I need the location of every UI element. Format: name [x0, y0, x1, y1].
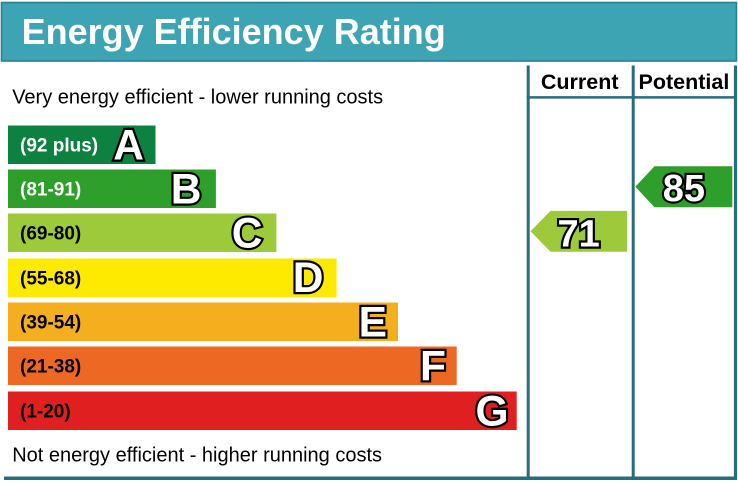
- svg-text:G: G: [475, 388, 508, 435]
- svg-text:(1-20): (1-20): [20, 402, 71, 423]
- svg-text:E: E: [359, 299, 387, 346]
- svg-text:Energy Efficiency Rating: Energy Efficiency Rating: [22, 11, 446, 52]
- svg-text:Not energy efficient - higher: Not energy efficient - higher running co…: [12, 444, 382, 466]
- svg-text:(92 plus): (92 plus): [20, 136, 98, 157]
- svg-text:Very energy efficient - lower: Very energy efficient - lower running co…: [12, 87, 383, 109]
- svg-text:(55-68): (55-68): [20, 269, 81, 290]
- svg-text:B: B: [171, 166, 202, 213]
- svg-text:(69-80): (69-80): [20, 224, 81, 245]
- svg-text:Potential: Potential: [639, 70, 730, 94]
- svg-text:(21-38): (21-38): [20, 357, 81, 378]
- svg-text:F: F: [420, 343, 446, 390]
- svg-text:(39-54): (39-54): [20, 313, 81, 334]
- svg-text:71: 71: [558, 213, 600, 255]
- svg-text:Current: Current: [541, 70, 619, 94]
- svg-text:85: 85: [663, 168, 705, 210]
- svg-text:(81-91): (81-91): [20, 180, 81, 201]
- svg-text:A: A: [113, 122, 144, 169]
- svg-text:C: C: [232, 210, 263, 257]
- svg-text:D: D: [293, 255, 324, 302]
